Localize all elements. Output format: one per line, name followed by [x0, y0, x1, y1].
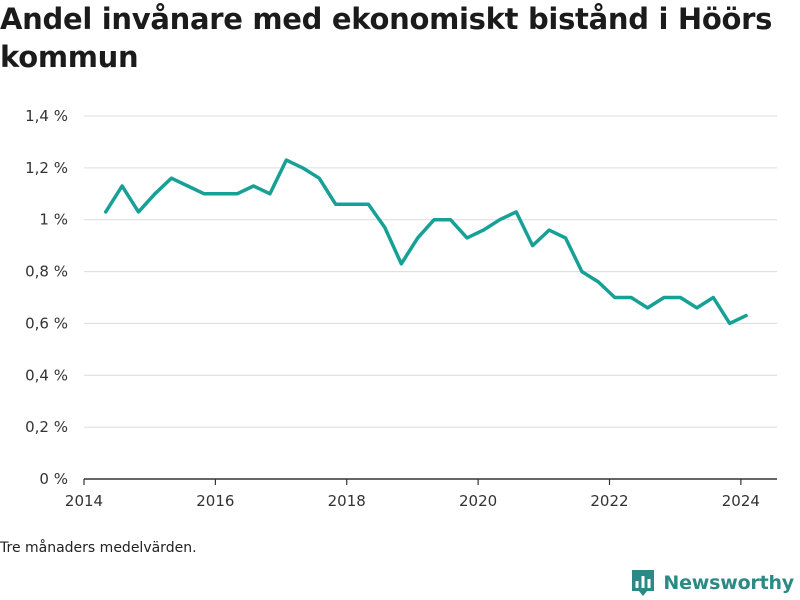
- y-tick-label: 1,2 %: [25, 159, 68, 177]
- gridlines: [84, 115, 777, 428]
- x-tick-label: 2018: [328, 492, 366, 510]
- y-tick-label: 0,6 %: [25, 314, 68, 332]
- brand-name: Newsworthy: [663, 572, 794, 594]
- brand-logo[interactable]: Newsworthy: [631, 568, 794, 598]
- y-tick-label: 1 %: [39, 211, 68, 229]
- x-tick-label: 2024: [722, 492, 760, 510]
- bar-chart-logo-icon: [632, 570, 655, 596]
- chart-title: Andel invånare med ekonomiskt bistånd i …: [0, 2, 773, 74]
- x-tick-label: 2014: [65, 492, 103, 510]
- x-tick-label: 2020: [459, 492, 497, 510]
- x-axis-ticks: 2014 2016 2018 2020 2022 2024: [65, 479, 760, 510]
- x-tick-label: 2016: [196, 492, 234, 510]
- y-tick-label: 0 %: [39, 470, 68, 488]
- chart-footnote: Tre månaders medelvärden.: [0, 540, 197, 556]
- y-tick-label: 0,2 %: [25, 418, 68, 436]
- y-tick-label: 1,4 %: [25, 107, 68, 125]
- y-tick-label: 0,4 %: [25, 366, 68, 384]
- series-lines: [103, 158, 748, 326]
- y-axis-ticks: 0 % 0,2 % 0,4 % 0,6 % 0,8 % 1 % 1,2 % 1,4 %: [25, 107, 68, 488]
- series-line: [103, 158, 748, 326]
- y-tick-label: 0,8 %: [25, 263, 68, 281]
- x-tick-label: 2022: [590, 492, 628, 510]
